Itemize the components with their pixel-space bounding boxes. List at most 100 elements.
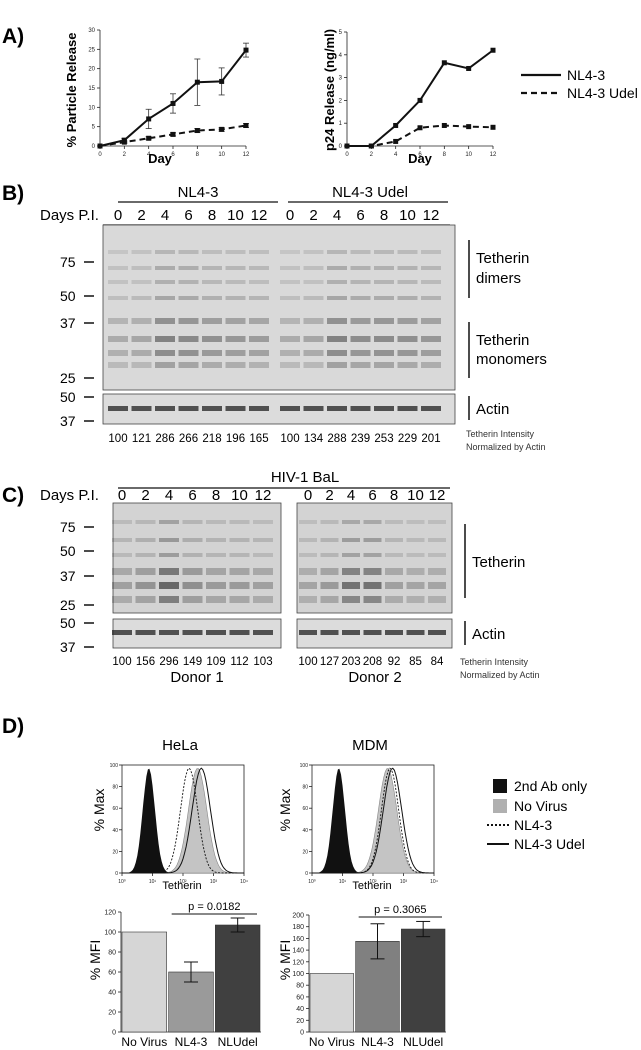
intensity-value: 266 (179, 433, 198, 445)
band (320, 538, 339, 542)
legend-label: No Virus (514, 798, 567, 814)
x-tick-label: 2 (123, 152, 127, 158)
intensity-value: 112 (230, 656, 248, 668)
band (280, 250, 300, 254)
mw-marker: 50 (60, 615, 76, 631)
band (421, 350, 441, 356)
band (155, 250, 175, 254)
bar (401, 928, 446, 1033)
x-tick-label: 10³ (400, 879, 408, 885)
blot-c: HIV-1 BaL Days P.I. 0 2 4 6 8 10 12 0 2 4 6 8 10 12 7… (40, 469, 540, 686)
band (155, 350, 175, 356)
actin-band (350, 406, 371, 411)
y-tick-label: 40 (302, 828, 308, 834)
band (327, 318, 347, 324)
band (135, 538, 156, 542)
x-tick-label: 0 (345, 152, 349, 158)
data-point (146, 135, 152, 141)
data-point (97, 143, 103, 149)
x-tick-label: 6 (418, 152, 422, 158)
legend-d: 2nd Ab only No Virus NL4-3 NL4-3 Udel (487, 778, 587, 852)
band (299, 553, 317, 557)
y-tick-label: 10 (88, 105, 95, 111)
band (182, 553, 203, 557)
lane-label: 6 (356, 207, 364, 224)
band (112, 520, 132, 524)
band (374, 266, 394, 270)
band (108, 250, 128, 254)
band (131, 318, 152, 324)
histogram-nl4-3 (312, 767, 434, 874)
band (320, 520, 339, 524)
band (112, 596, 132, 603)
band (342, 538, 360, 542)
blot-title: HIV-1 BaL (271, 469, 339, 486)
actin-band (374, 406, 394, 411)
band (406, 582, 425, 589)
y-tick-label: 25 (88, 47, 95, 53)
band (182, 596, 203, 603)
category-label: No Virus (121, 1035, 167, 1049)
band (229, 520, 250, 524)
histogram-nl4-3-udel (122, 767, 244, 874)
y-tick-label: 80 (112, 785, 118, 791)
band (131, 350, 152, 356)
band (229, 582, 250, 589)
band (249, 350, 269, 356)
band (182, 538, 203, 542)
intensity-value: 208 (363, 656, 382, 668)
y-tick-label: 30 (88, 28, 95, 34)
band (428, 582, 446, 589)
actin-band (428, 630, 446, 635)
mw-marker: 50 (60, 288, 76, 304)
band (280, 318, 300, 324)
band (303, 350, 324, 356)
band (280, 362, 300, 368)
data-point (368, 143, 374, 149)
band (421, 318, 441, 324)
y-tick-label: 20 (88, 67, 95, 73)
band (229, 553, 250, 557)
band (249, 280, 269, 284)
y-tick-label: 20 (296, 1018, 304, 1025)
band (225, 318, 246, 324)
y-tick-label: 0 (339, 144, 343, 150)
band (299, 538, 317, 542)
band (178, 362, 199, 368)
data-point (466, 124, 472, 130)
band-label: Tetherin (476, 332, 529, 349)
band (155, 280, 175, 284)
band (374, 350, 394, 356)
band (225, 250, 246, 254)
band (280, 350, 300, 356)
band (303, 280, 324, 284)
band (406, 538, 425, 542)
intensity-value: 109 (206, 656, 225, 668)
band (428, 568, 446, 575)
band (397, 266, 418, 270)
band (421, 296, 441, 300)
band (303, 336, 324, 342)
band (385, 596, 403, 603)
data-point (490, 47, 496, 53)
band (108, 318, 128, 324)
band (206, 538, 226, 542)
intensity-value: 201 (421, 433, 440, 445)
band (299, 568, 317, 575)
band (342, 520, 360, 524)
actin-band (303, 406, 324, 411)
band (206, 596, 226, 603)
data-point (466, 65, 472, 71)
y-tick-label: 5 (92, 125, 96, 131)
band (206, 520, 226, 524)
x-tick-label: 4 (147, 152, 151, 158)
y-tick-label: 80 (108, 950, 116, 957)
band (225, 266, 246, 270)
band (327, 266, 347, 270)
band (421, 250, 441, 254)
actin-band (320, 630, 339, 635)
band (225, 362, 246, 368)
y-tick-label: 1 (339, 121, 343, 127)
lane-label: 12 (251, 207, 268, 224)
band (303, 318, 324, 324)
